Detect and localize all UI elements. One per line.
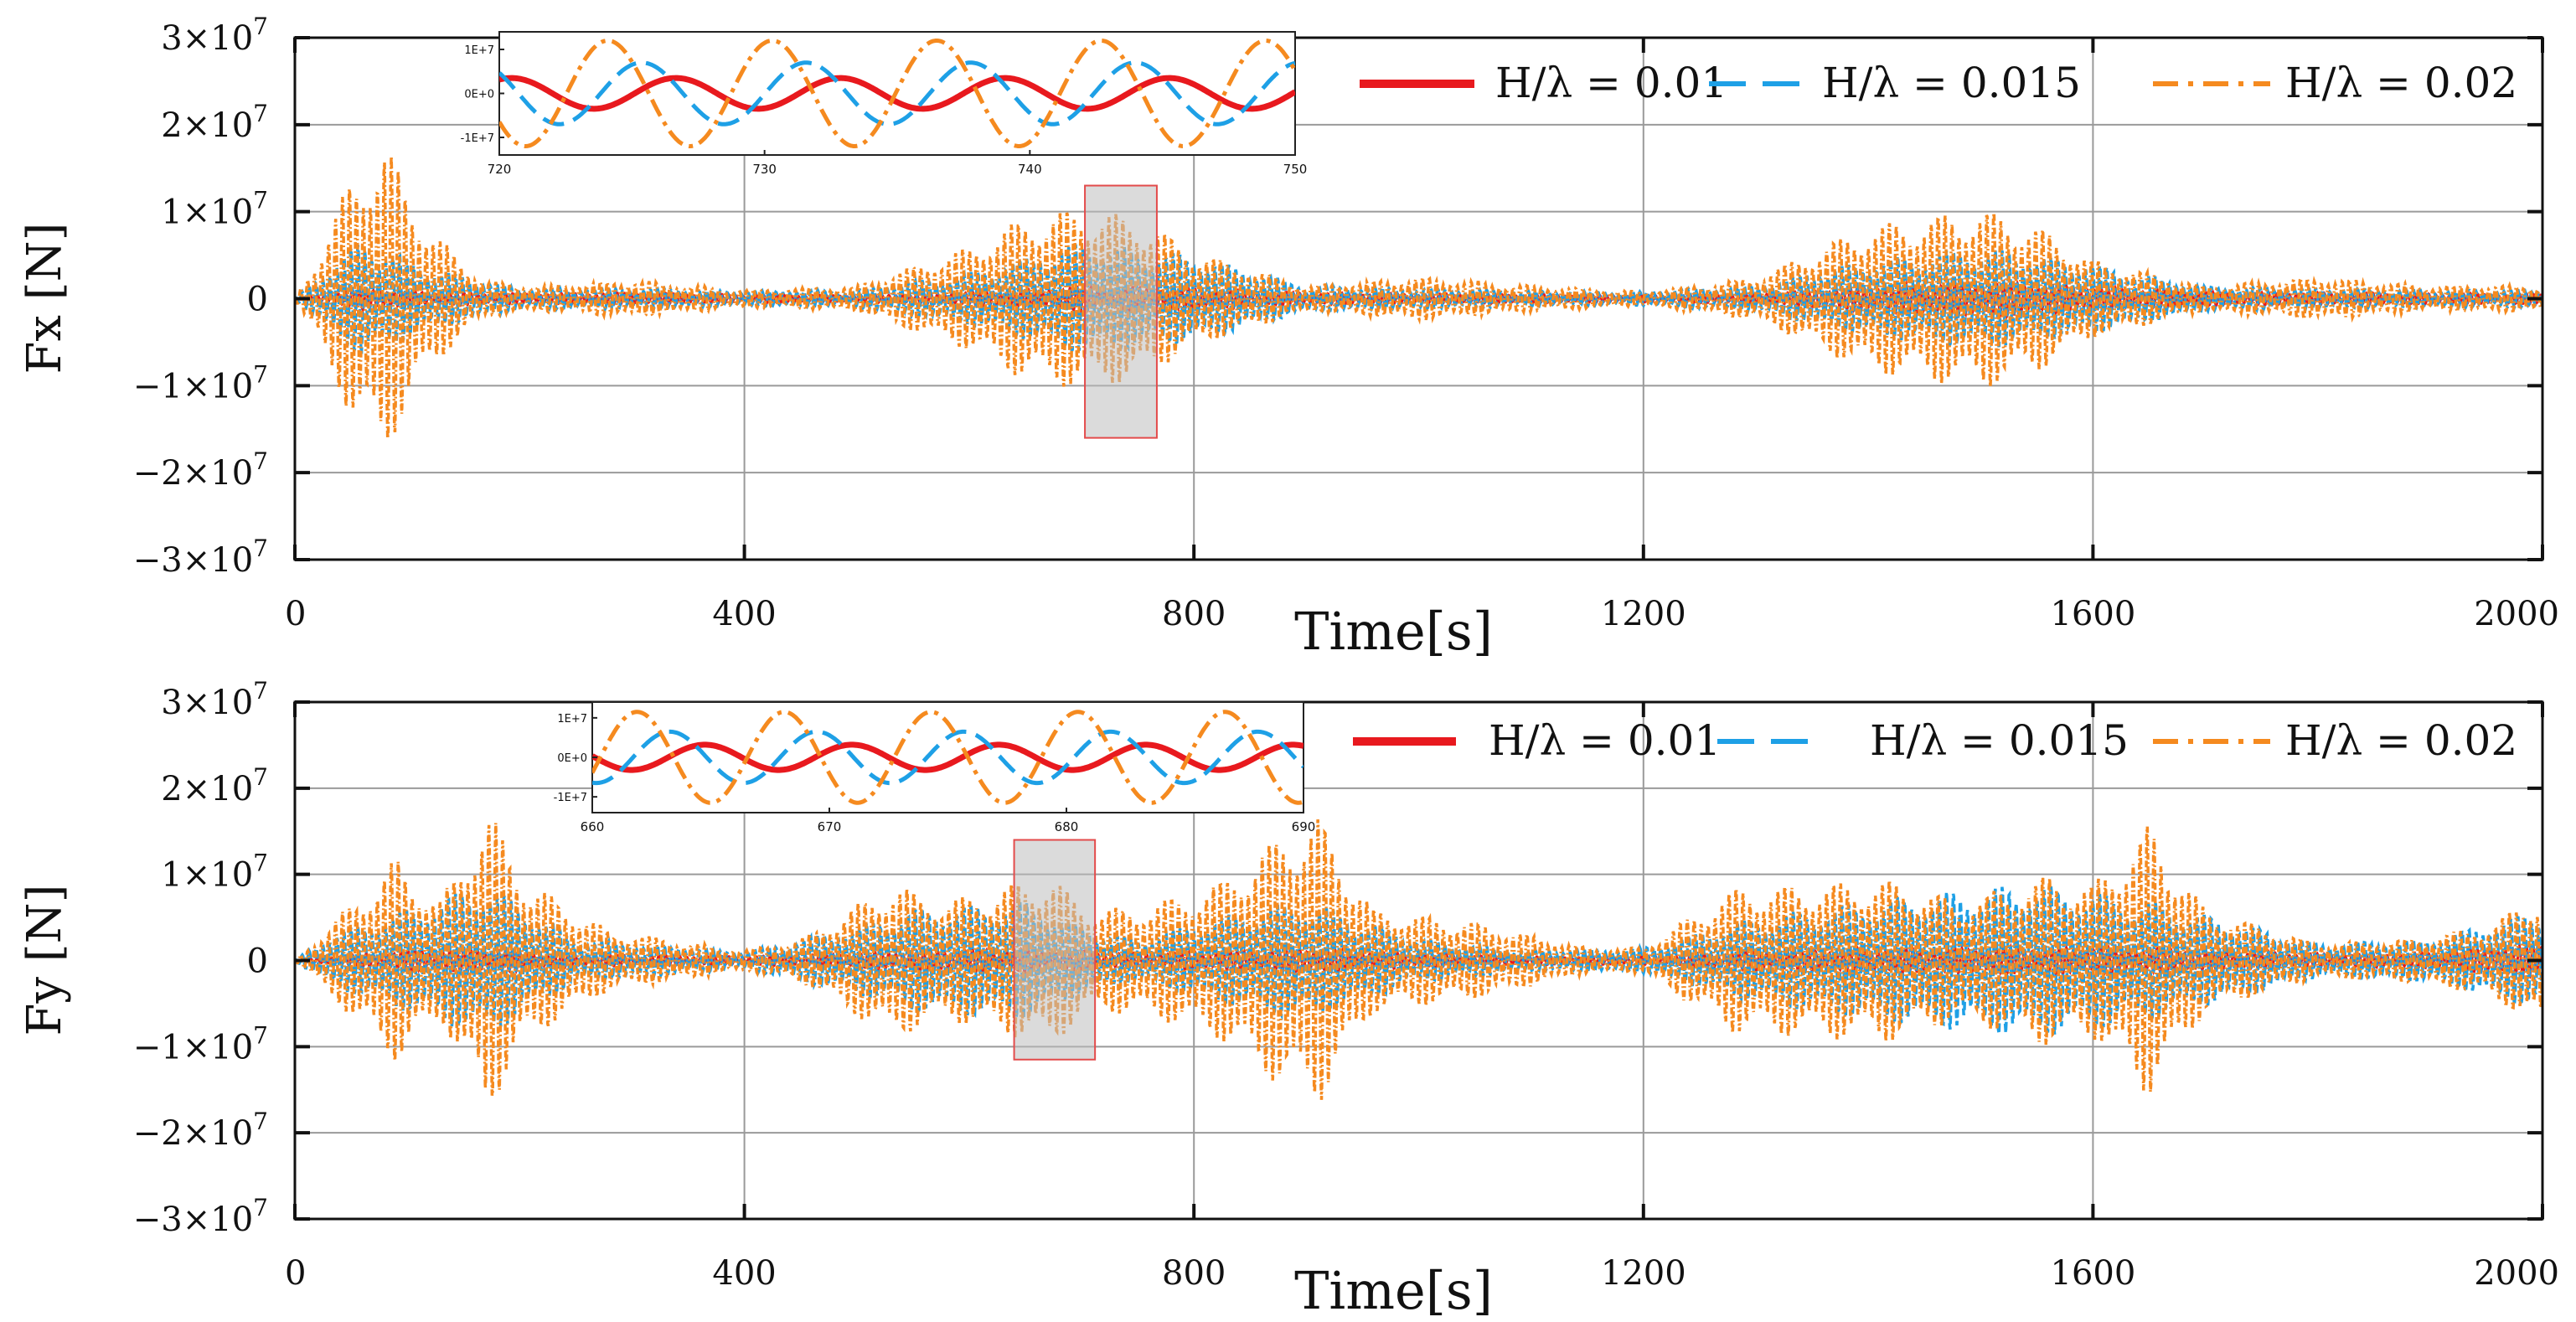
inset-y-tick-label: 1E+7 — [464, 44, 494, 57]
y-tick-label: 1×107 — [161, 187, 268, 232]
series-group — [295, 156, 2542, 439]
inset-y-tick-label: -1E+7 — [554, 792, 587, 804]
inset-y-tick-label: 0E+0 — [464, 89, 494, 101]
inset-x-tick-label: 660 — [581, 819, 605, 834]
x-tick-label: 1200 — [1601, 595, 1686, 633]
x-axis-title: Time[s] — [1294, 1260, 1493, 1321]
x-tick-label: 0 — [285, 595, 306, 633]
x-axis-title: Time[s] — [1294, 601, 1493, 662]
inset-series-line-solid — [592, 741, 1303, 773]
inset-zoom: 720 730 740 750 1E+7 0E+0 -1E+7 — [461, 31, 1308, 177]
y-tick-label: 2×107 — [161, 100, 268, 145]
x-tick-label: 1600 — [2051, 595, 2136, 633]
legend-label: H/λ = 0.02 — [2285, 716, 2517, 765]
y-tick-label: −2×107 — [133, 1108, 268, 1153]
inset-series-line-dashed — [592, 729, 1303, 786]
series-line-dashdot — [295, 819, 2542, 1100]
inset-series-line-dashdot — [592, 710, 1303, 805]
y-tick-label: 3×107 — [161, 13, 268, 58]
y-tick-label: 0 — [247, 942, 268, 981]
zoom-highlight-box — [1013, 839, 1097, 1061]
y-axis-title: Fx [N] — [18, 223, 72, 374]
inset-series-line-dashdot — [499, 39, 1295, 148]
inset-y-tick-label: 0E+0 — [557, 752, 587, 765]
y-tick-label: −1×107 — [133, 360, 268, 405]
inset-y-tick-label: 1E+7 — [557, 713, 587, 726]
x-tick-label: 2000 — [2474, 595, 2559, 633]
inset-x-tick-label: 720 — [488, 162, 512, 177]
zoom-highlight-box — [1084, 184, 1158, 439]
series-group — [295, 819, 2542, 1100]
legend-label: H/λ = 0.02 — [2285, 59, 2517, 107]
y-tick-label: −3×107 — [133, 1194, 268, 1239]
y-tick-label: −2×107 — [133, 447, 268, 493]
x-tick-label: 1600 — [2051, 1254, 2136, 1293]
x-tick-label: 1200 — [1601, 1254, 1686, 1293]
inset-x-tick-label: 680 — [1055, 819, 1079, 834]
inset-series-group — [499, 39, 1295, 148]
y-tick-label: 1×107 — [161, 849, 268, 895]
y-tick-label: −1×107 — [133, 1021, 268, 1066]
panel-bottom: 0 400 800 1200 1600 2000 3×107 2×107 1×107 0 −1×10… — [18, 677, 2559, 1321]
inset-x-tick-label: 750 — [1283, 162, 1308, 177]
x-tick-label: 400 — [712, 595, 776, 633]
x-tick-label: 800 — [1162, 595, 1226, 633]
inset-series-line-solid — [499, 75, 1295, 112]
y-axis-title: Fy [N] — [18, 885, 72, 1036]
legend-label: H/λ = 0.01 — [1489, 716, 1721, 765]
inset-x-tick-label: 670 — [818, 819, 842, 834]
panel-top: 0 400 800 1200 1600 2000 3×107 2×107 1×107 0 −1×10… — [18, 13, 2559, 662]
inset-x-tick-label: 730 — [752, 162, 777, 177]
x-tick-label: 400 — [712, 1254, 776, 1293]
y-tick-label: 0 — [247, 281, 268, 319]
inset-zoom: 660 670 680 690 1E+7 0E+0 -1E+7 — [554, 701, 1316, 834]
legend-label: H/λ = 0.015 — [1822, 59, 2081, 107]
y-tick-label: 2×107 — [161, 763, 268, 808]
x-tick-label: 800 — [1162, 1254, 1226, 1293]
y-tick-label: 3×107 — [161, 677, 268, 722]
series-line-dashdot — [295, 156, 2542, 439]
legend-label: H/λ = 0.01 — [1495, 59, 1727, 107]
x-tick-label: 2000 — [2474, 1254, 2559, 1293]
x-tick-label: 0 — [285, 1254, 306, 1293]
inset-y-tick-label: -1E+7 — [461, 132, 494, 145]
inset-x-tick-label: 690 — [1292, 819, 1316, 834]
y-tick-label: −3×107 — [133, 534, 268, 580]
inset-series-line-dashed — [499, 60, 1295, 127]
legend-label: H/λ = 0.015 — [1870, 716, 2129, 765]
inset-x-tick-label: 740 — [1018, 162, 1042, 177]
inset-series-group — [592, 710, 1303, 805]
